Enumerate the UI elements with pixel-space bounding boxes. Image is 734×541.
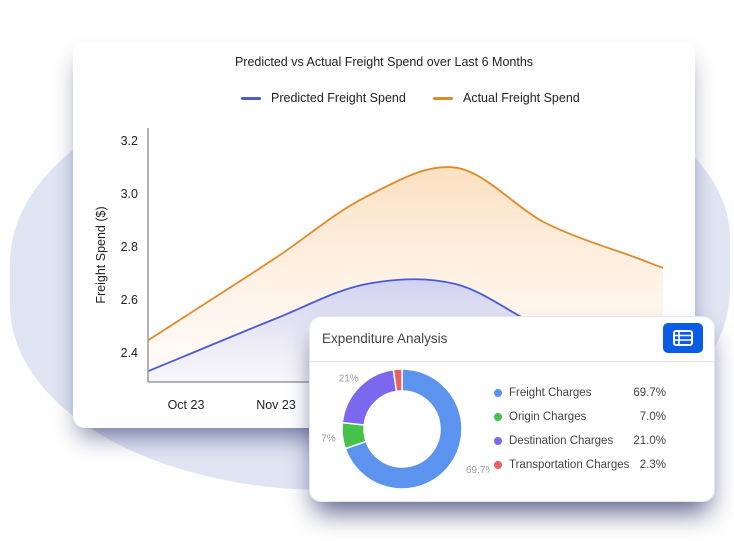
x-tick-label: Oct 23 — [168, 398, 205, 412]
donut-slice-transportation-charges — [392, 368, 403, 393]
legend-label: Actual Freight Spend — [463, 91, 580, 105]
legend-label: Origin Charges — [509, 411, 587, 423]
legend-swatch — [241, 96, 261, 100]
y-tick-label: 3.2 — [121, 134, 138, 148]
y-tick-label: 2.6 — [121, 293, 138, 307]
legend-row[interactable]: Freight Charges 69.7% — [494, 387, 666, 399]
donut-data-label: 69.7% — [466, 465, 490, 476]
legend-dot — [494, 413, 502, 421]
legend-row[interactable]: Transportation Charges 2.3% — [494, 459, 666, 471]
legend-swatch — [433, 96, 453, 100]
y-axis-label: Freight Spend ($) — [94, 206, 108, 303]
y-tick-label: 2.4 — [121, 346, 138, 360]
donut-slice-freight-charges — [344, 368, 463, 490]
expenditure-analysis-card: Expenditure Analysis 69.7% 7% 21% Freight … — [309, 316, 715, 502]
legend-label: Predicted Freight Spend — [271, 91, 406, 105]
legend-value: 69.7% — [633, 387, 666, 399]
legend-label: Transportation Charges — [509, 459, 630, 471]
legend-actual[interactable]: Actual Freight Spend — [433, 91, 580, 105]
table-list-icon — [673, 330, 693, 346]
y-tick-label: 2.8 — [121, 240, 138, 254]
donut-data-label: 21% — [339, 374, 359, 385]
legend-dot — [494, 389, 502, 397]
x-tick-label: Nov 23 — [256, 398, 296, 412]
legend-dot — [494, 437, 502, 445]
legend-predicted[interactable]: Predicted Freight Spend — [241, 91, 406, 105]
legend-label: Destination Charges — [509, 435, 614, 447]
chart-title: Predicted vs Actual Freight Spend over L… — [234, 55, 534, 69]
legend-label: Freight Charges — [509, 387, 592, 399]
card-title: Expenditure Analysis — [322, 331, 448, 346]
legend-value: 7.0% — [639, 411, 666, 423]
divider — [310, 361, 714, 362]
legend-value: 21.0% — [633, 435, 666, 447]
legend-value: 2.3% — [639, 459, 666, 471]
donut-chart: 69.7% 7% 21% — [321, 368, 490, 490]
legend-row[interactable]: Destination Charges 21.0% — [494, 435, 666, 447]
legend-dot — [494, 461, 502, 469]
legend-row[interactable]: Origin Charges 7.0% — [494, 411, 666, 423]
table-view-button[interactable] — [663, 323, 703, 353]
y-tick-label: 3.0 — [121, 187, 138, 201]
donut-data-label: 7% — [321, 433, 336, 444]
series-line-actual — [147, 166, 664, 342]
